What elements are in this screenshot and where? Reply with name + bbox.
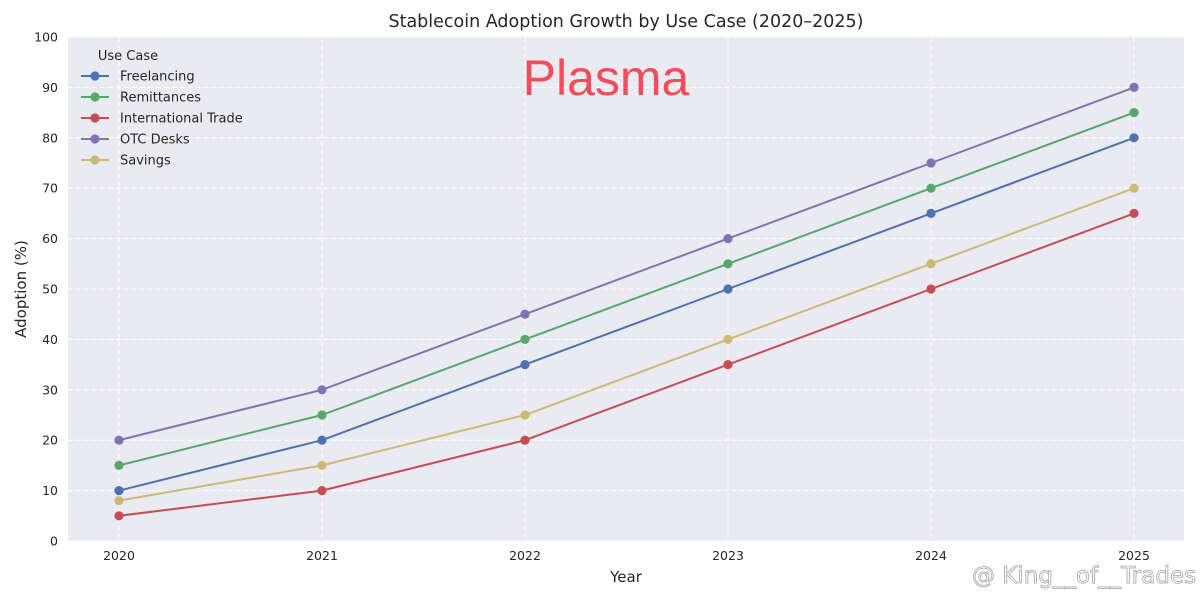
series-layer	[114, 82, 1139, 521]
data-point-remittances	[520, 334, 530, 344]
data-point-otc-desks	[114, 435, 124, 445]
chart-title: Stablecoin Adoption Growth by Use Case (…	[388, 12, 863, 32]
y-tick-label: 20	[42, 433, 58, 448]
legend-title: Use Case	[98, 49, 158, 64]
data-point-otc-desks	[520, 309, 530, 319]
series-freelancing	[114, 133, 1139, 496]
y-tick-label: 50	[42, 282, 58, 297]
legend-label: OTC Desks	[120, 133, 190, 148]
data-point-remittances	[926, 183, 936, 193]
data-point-savings	[114, 496, 124, 506]
data-point-freelancing	[723, 284, 733, 294]
data-point-international-trade	[114, 511, 124, 521]
y-tick-label: 40	[42, 332, 58, 347]
series-line-remittances	[118, 111, 1135, 467]
x-tick-label: 2023	[712, 548, 744, 563]
data-point-international-trade	[1129, 208, 1139, 218]
data-point-savings	[1129, 183, 1139, 193]
data-point-freelancing	[317, 435, 327, 445]
series-otc-desks	[114, 82, 1139, 445]
legend-item-savings: Savings	[81, 154, 171, 169]
data-point-international-trade	[520, 435, 530, 445]
series-line-international-trade	[118, 212, 1135, 517]
y-tick-label: 30	[42, 382, 58, 397]
y-tick-label: 100	[34, 30, 58, 45]
y-axis-title: Adoption (%)	[12, 240, 30, 338]
legend: Use Case Freelancing Remittances Internati…	[81, 49, 243, 169]
watermark: @ King__of__Trades	[941, 562, 1196, 589]
legend-label: Remittances	[120, 91, 201, 106]
x-tick-label: 2024	[915, 548, 947, 563]
x-axis-title: Year	[609, 568, 643, 586]
legend-item-freelancing: Freelancing	[81, 70, 195, 85]
data-point-international-trade	[723, 360, 733, 370]
x-tick-label: 2021	[306, 548, 338, 563]
y-tick-label: 60	[42, 231, 58, 246]
x-tick-label: 2020	[103, 548, 135, 563]
data-point-remittances	[114, 460, 124, 470]
legend-label: International Trade	[120, 112, 243, 127]
series-line-otc-desks	[118, 86, 1135, 442]
legend-item-remittances: Remittances	[81, 91, 201, 106]
series-remittances	[114, 108, 1139, 470]
data-point-remittances	[1129, 108, 1139, 118]
data-point-savings	[723, 334, 733, 344]
x-axis: 2020 2021 2022 2023 2024 2025	[103, 548, 1150, 563]
y-axis: 0 10 20 30 40 50 60 70 80 90 100	[34, 30, 58, 549]
legend-item-otc-desks: OTC Desks	[81, 133, 190, 148]
x-tick-label: 2022	[509, 548, 541, 563]
y-tick-label: 90	[42, 80, 58, 95]
data-point-savings	[520, 410, 530, 420]
series-savings	[114, 183, 1139, 506]
data-point-otc-desks	[926, 158, 936, 168]
series-international-trade	[114, 208, 1139, 521]
data-point-international-trade	[926, 284, 936, 294]
data-point-savings	[317, 460, 327, 470]
y-tick-label: 70	[42, 181, 58, 196]
data-point-remittances	[317, 410, 327, 420]
legend-swatch-marker	[90, 155, 100, 165]
data-point-freelancing	[1129, 133, 1139, 143]
data-point-freelancing	[926, 208, 936, 218]
x-tick-label: 2025	[1118, 548, 1150, 563]
watermark-text: @ King__of__Trades	[972, 563, 1196, 589]
legend-swatch-marker	[90, 92, 100, 102]
legend-swatch-marker	[90, 113, 100, 123]
y-tick-label: 10	[42, 483, 58, 498]
legend-item-international-trade: International Trade	[81, 112, 243, 127]
legend-swatch-marker	[90, 134, 100, 144]
series-line-savings	[118, 187, 1135, 502]
data-point-freelancing	[520, 360, 530, 370]
legend-label: Savings	[120, 154, 171, 169]
plasma-overlay-text: Plasma	[523, 50, 690, 106]
data-point-international-trade	[317, 486, 327, 496]
data-point-otc-desks	[1129, 82, 1139, 92]
legend-swatch-marker	[90, 71, 100, 81]
data-point-freelancing	[114, 486, 124, 496]
data-point-remittances	[723, 259, 733, 269]
legend-label: Freelancing	[120, 70, 195, 85]
watermark-logo-icon	[941, 562, 965, 586]
series-line-freelancing	[118, 136, 1135, 492]
data-point-savings	[926, 259, 936, 269]
y-tick-label: 80	[42, 130, 58, 145]
data-point-otc-desks	[317, 385, 327, 395]
y-tick-label: 0	[50, 534, 58, 549]
data-point-otc-desks	[723, 234, 733, 244]
